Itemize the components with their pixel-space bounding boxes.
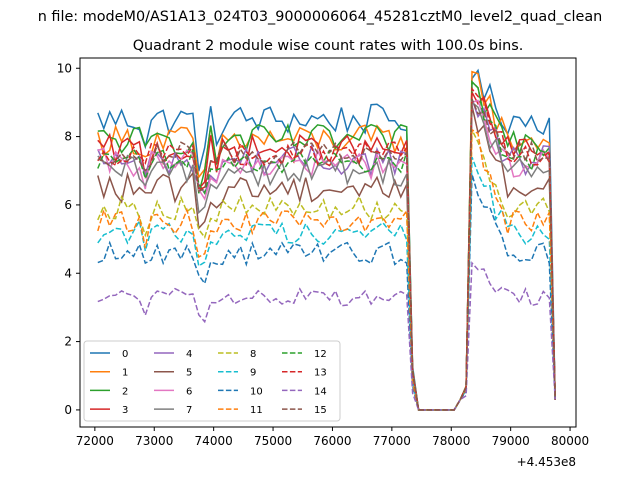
legend-label-6: 6	[186, 386, 192, 397]
chart-title: Quadrant 2 module wise count rates with …	[133, 38, 524, 54]
series-line-4	[97, 98, 556, 411]
x-tick-label: 74000	[195, 434, 233, 448]
series-line-1	[97, 70, 556, 411]
legend-label-2: 2	[122, 386, 128, 397]
legend-label-4: 4	[186, 349, 192, 360]
x-tick-label: 77000	[373, 434, 411, 448]
y-tick-label: 4	[64, 266, 72, 280]
series-line-13	[97, 86, 556, 411]
x-tick-label: 76000	[313, 434, 351, 448]
legend-box	[83, 340, 341, 422]
y-tick-label: 6	[64, 198, 72, 212]
legend-label-12: 12	[314, 349, 327, 360]
legend-label-9: 9	[250, 368, 256, 379]
legend-label-11: 11	[250, 405, 263, 416]
series-line-5	[97, 105, 556, 411]
x-tick-label: 79000	[492, 434, 530, 448]
x-tick-label: 80000	[551, 434, 589, 448]
y-tick-label: 10	[57, 61, 72, 75]
legend-label-14: 14	[314, 386, 327, 397]
series-line-12	[97, 80, 556, 411]
series-line-15	[97, 98, 556, 411]
series-line-10	[97, 173, 556, 411]
x-axis: 72000 73000 74000 75000 76000 77000 78000 79000…	[76, 427, 589, 448]
x-tick-label: 78000	[432, 434, 470, 448]
legend-label-5: 5	[186, 368, 192, 379]
series-line-11	[97, 128, 556, 411]
y-tick-label: 8	[64, 130, 72, 144]
series-layer	[97, 68, 556, 411]
legend-label-0: 0	[122, 349, 128, 360]
x-offset-label: +4.453e8	[517, 455, 576, 469]
x-tick-label: 75000	[254, 434, 292, 448]
y-axis: 0 2 4 6 8 10	[57, 61, 80, 417]
legend-label-15: 15	[314, 405, 327, 416]
series-line-2	[97, 80, 556, 411]
legend-label-3: 3	[122, 405, 128, 416]
legend-label-13: 13	[314, 368, 327, 379]
y-tick-label: 0	[64, 403, 72, 417]
legend-label-7: 7	[186, 405, 192, 416]
x-tick-label: 72000	[76, 434, 114, 448]
series-line-7	[97, 100, 556, 411]
plot-frame	[79, 57, 577, 428]
chart-suptitle: n file: modeM0/AS1A13_024T03_9000006064_…	[38, 9, 603, 25]
legend-label-10: 10	[250, 386, 263, 397]
legend-label-8: 8	[250, 349, 256, 360]
x-tick-label: 73000	[135, 434, 173, 448]
series-line-8	[97, 129, 556, 411]
legend-label-1: 1	[122, 368, 128, 379]
y-tick-label: 2	[64, 335, 72, 349]
